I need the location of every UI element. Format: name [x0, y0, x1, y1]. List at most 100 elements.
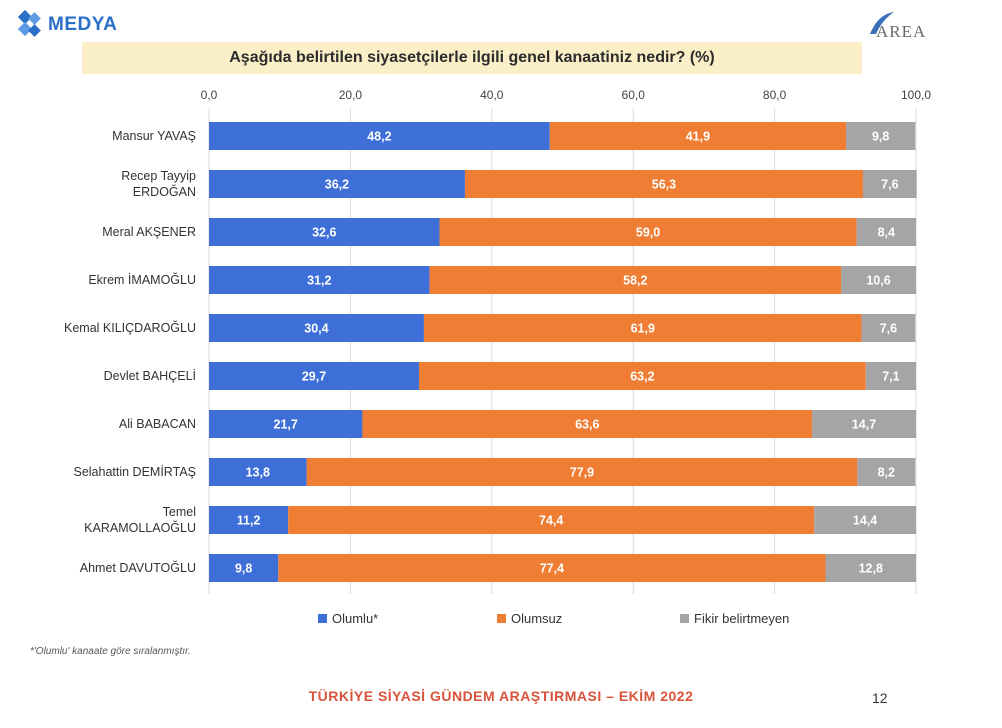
data-label: 56,3 [652, 178, 676, 192]
x-tick-label: 80,0 [763, 88, 787, 102]
bar-segment [846, 122, 916, 150]
bar-segment [209, 554, 279, 582]
category-label: Ahmet DAVUTOĞLU [80, 560, 196, 575]
data-label: 36,2 [325, 178, 349, 192]
data-label: 61,9 [631, 322, 655, 336]
legend-label: Olumlu* [332, 611, 378, 626]
bar-segment [841, 266, 916, 294]
data-label: 21,7 [274, 418, 298, 432]
bar-segment [418, 362, 866, 390]
bar-segment [549, 122, 847, 150]
bar-segment [209, 122, 550, 150]
data-label: 11,2 [237, 514, 261, 528]
bar-segment [862, 170, 917, 198]
category-label-line: Temel [163, 505, 196, 519]
data-label: 63,2 [630, 370, 654, 384]
legend-swatch [318, 614, 327, 623]
data-label: 63,6 [575, 418, 599, 432]
data-label: 59,0 [636, 226, 660, 240]
data-label: 74,4 [539, 514, 563, 528]
data-label: 7,6 [880, 322, 897, 336]
data-label: 13,8 [246, 466, 270, 480]
data-label: 7,1 [882, 370, 899, 384]
chart-title: Aşağıda belirtilen siyasetçilerle ilgili… [82, 42, 862, 74]
medya-logo-text: MEDYA [48, 14, 118, 35]
bar-segment [429, 266, 842, 294]
bar-segment [306, 458, 858, 486]
area-logo: AREA [868, 10, 948, 46]
bar-segment [439, 218, 857, 246]
medya-logo: MEDYA [18, 8, 128, 42]
category-label: Kemal KILIÇDAROĞLU [64, 320, 196, 335]
legend-swatch [497, 614, 506, 623]
x-tick-label: 0,0 [201, 88, 218, 102]
bar-segment [865, 362, 916, 390]
area-logo-icon [870, 12, 894, 34]
bar-segment [362, 410, 813, 438]
page-number: 12 [872, 690, 888, 706]
x-tick-label: 100,0 [901, 88, 931, 102]
bar-segment [209, 410, 363, 438]
data-label: 8,2 [878, 466, 895, 480]
report-footer: TÜRKİYE SİYASİ GÜNDEM ARAŞTIRMASI – EKİM… [308, 688, 694, 704]
data-label: 30,4 [304, 322, 328, 336]
data-label: 58,2 [623, 274, 647, 288]
category-label: Mansur YAVAŞ [112, 129, 196, 143]
category-label-line: Selahattin DEMİRTAŞ [73, 465, 196, 479]
bar-segment [209, 266, 430, 294]
data-label: 10,6 [866, 274, 890, 288]
category-label-line: Ali BABACAN [119, 417, 196, 431]
area-logo-text: AREA [876, 22, 927, 41]
data-label: 12,8 [859, 562, 883, 576]
data-label: 41,9 [686, 130, 710, 144]
category-label: Meral AKŞENER [102, 225, 196, 239]
data-label: 32,6 [312, 226, 336, 240]
legend-label: Olumsuz [511, 611, 562, 626]
data-label: 9,8 [235, 562, 252, 576]
data-label: 29,7 [302, 370, 326, 384]
bar-segment [812, 410, 916, 438]
bar-segment [464, 170, 863, 198]
bar-segment [209, 362, 419, 390]
data-label: 8,4 [878, 226, 895, 240]
bar-segment [856, 218, 916, 246]
category-label: Ekrem İMAMOĞLU [88, 272, 196, 287]
bar-segment [209, 458, 307, 486]
category-label-line: Ekrem İMAMOĞLU [88, 272, 196, 287]
bar-segment [857, 458, 916, 486]
footnote: *'Olumlu' kanaate göre sıralanmıştır. [30, 646, 191, 657]
data-label: 77,4 [540, 562, 564, 576]
bar-segment [814, 506, 916, 534]
bar-segment [825, 554, 916, 582]
bar-segment [288, 506, 815, 534]
bar-segment [209, 170, 465, 198]
category-label: Recep Tayyip ERDOĞAN [121, 169, 196, 199]
data-label: 77,9 [570, 466, 594, 480]
category-label: Ali BABACAN [119, 417, 196, 431]
category-label-line: Recep Tayyip [121, 169, 196, 183]
bar-segment [209, 314, 424, 342]
category-label-line: KARAMOLLAOĞLU [84, 520, 196, 535]
x-tick-label: 40,0 [480, 88, 504, 102]
data-label: 31,2 [307, 274, 331, 288]
category-label-line: Ahmet DAVUTOĞLU [80, 560, 196, 575]
category-label-line: Devlet BAHÇELİ [104, 369, 196, 383]
x-tick-label: 20,0 [339, 88, 363, 102]
bar-segment [278, 554, 826, 582]
stacked-bar-chart: 0,0 20,0 40,0 60,0 80,0 100,0 Mansur YAVAŞ 48,2… [64, 88, 931, 626]
bar-segment [861, 314, 916, 342]
data-label: 9,8 [872, 130, 889, 144]
category-label-line: Kemal KILIÇDAROĞLU [64, 320, 196, 335]
legend-swatch [680, 614, 689, 623]
bar-segment [423, 314, 862, 342]
data-label: 48,2 [367, 130, 391, 144]
category-label-line: ERDOĞAN [133, 184, 196, 199]
category-label: Devlet BAHÇELİ [104, 369, 196, 383]
bar-segment [209, 506, 289, 534]
data-label: 14,7 [852, 418, 876, 432]
category-label: Temel KARAMOLLAOĞLU [84, 505, 196, 535]
x-tick-label: 60,0 [622, 88, 646, 102]
data-label: 14,4 [853, 514, 877, 528]
data-label: 7,6 [881, 178, 898, 192]
bar-segment [209, 218, 440, 246]
